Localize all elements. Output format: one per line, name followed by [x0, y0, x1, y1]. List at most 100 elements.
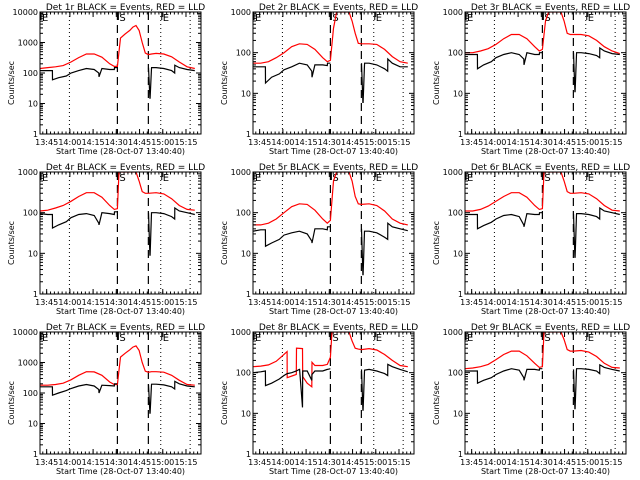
plot-frame [39, 11, 202, 135]
x-tick-label: 14:30 [530, 298, 553, 307]
x-tick-label: 14:30 [530, 138, 553, 147]
x-tick-label: 14:15 [507, 298, 530, 307]
x-tick-label: 14:15 [295, 138, 318, 147]
series-line-events [465, 46, 620, 93]
interval-marker-label: E [376, 173, 382, 184]
x-tick-label: 15:15 [599, 298, 622, 307]
x-tick-label: 14:30 [530, 458, 553, 467]
x-tick-label: 13:45 [35, 298, 58, 307]
panel-title: Det 2r BLACK = Events, RED = LLD [259, 3, 418, 13]
y-tick-label: 10 [453, 89, 463, 98]
interval-marker-label: E [588, 13, 594, 24]
x-tick-label: 15:00 [576, 458, 599, 467]
plot-frame [464, 331, 627, 455]
x-axis-label: Start Time (28-Oct-07 13:40:40) [56, 147, 185, 156]
x-tick-label: 14:30 [318, 138, 341, 147]
x-tick-label: 15:15 [387, 458, 410, 467]
panel-title: Det 8r BLACK = Events, RED = LLD [259, 323, 418, 333]
x-tick-label: 15:15 [174, 458, 197, 467]
y-axis-label: Counts/sec [220, 221, 229, 265]
y-axis-label: Counts/sec [220, 61, 229, 105]
series-line-lld [253, 332, 408, 389]
y-tick-label: 10000 [13, 328, 38, 337]
y-axis-label: Counts/sec [7, 61, 16, 105]
interval-marker-label: S [119, 333, 125, 344]
x-axis-label: Start Time (28-Oct-07 13:40:40) [56, 467, 185, 476]
x-tick-label: 13:45 [35, 138, 58, 147]
interval-marker-label: E [467, 333, 473, 344]
x-tick-label: 14:00 [483, 458, 506, 467]
series-line-events [253, 57, 408, 103]
x-axis-label: Start Time (28-Oct-07 13:40:40) [481, 147, 610, 156]
x-tick-label: 14:15 [507, 458, 530, 467]
y-axis-label: Counts/sec [7, 221, 16, 265]
x-tick-label: 15:00 [151, 298, 174, 307]
x-tick-label: 15:00 [364, 458, 387, 467]
interval-marker-label: S [332, 333, 338, 344]
series-line-events [253, 221, 408, 276]
interval-marker-label: E [588, 173, 594, 184]
y-tick-label: 10 [241, 409, 251, 418]
plot-frame [39, 171, 202, 295]
x-tick-label: 14:15 [295, 458, 318, 467]
panel-title: Det 6r BLACK = Events, RED = LLD [471, 163, 630, 173]
x-tick-label: 15:15 [599, 458, 622, 467]
y-tick-label: 10 [28, 249, 38, 258]
x-tick-label: 14:45 [128, 138, 151, 147]
y-tick-label: 1000 [231, 8, 251, 17]
x-tick-label: 15:00 [364, 298, 387, 307]
y-tick-label: 10000 [13, 8, 38, 17]
x-tick-label: 14:00 [271, 298, 294, 307]
x-tick-label: 14:15 [507, 138, 530, 147]
interval-marker-label: E [163, 13, 169, 24]
x-axis-label: Start Time (28-Oct-07 13:40:40) [481, 307, 610, 316]
interval-marker-label: E [42, 173, 48, 184]
y-tick-label: 1000 [443, 8, 463, 17]
series-line-lld [253, 172, 408, 226]
series-line-events [253, 363, 408, 411]
y-tick-label: 1 [458, 450, 463, 459]
series-line-events [465, 206, 620, 258]
series-line-lld [40, 24, 195, 70]
y-tick-label: 100 [236, 369, 251, 378]
x-tick-label: 14:45 [341, 298, 364, 307]
interval-marker-label: S [544, 13, 550, 24]
series-line-lld [253, 12, 408, 64]
x-tick-label: 15:15 [599, 138, 622, 147]
x-tick-label: 15:15 [174, 138, 197, 147]
interval-marker-label: E [255, 333, 261, 344]
x-axis-label: Start Time (28-Oct-07 13:40:40) [269, 467, 398, 476]
y-tick-label: 100 [23, 389, 38, 398]
y-tick-label: 1000 [231, 168, 251, 177]
y-tick-label: 100 [448, 209, 463, 218]
interval-marker-label: S [119, 13, 125, 24]
x-tick-label: 14:45 [553, 458, 576, 467]
y-tick-label: 10 [241, 249, 251, 258]
x-tick-label: 14:45 [553, 138, 576, 147]
y-tick-label: 10 [453, 249, 463, 258]
interval-marker-label: E [163, 173, 169, 184]
x-tick-label: 14:30 [318, 298, 341, 307]
series-line-lld [465, 172, 620, 212]
x-tick-label: 15:00 [364, 138, 387, 147]
x-tick-label: 14:30 [105, 138, 128, 147]
interval-marker-label: E [42, 333, 48, 344]
x-tick-label: 14:30 [105, 298, 128, 307]
plot-frame [464, 11, 627, 135]
x-tick-label: 14:00 [58, 298, 81, 307]
y-axis-label: Counts/sec [432, 381, 441, 425]
series-line-events [40, 64, 195, 99]
x-axis-label: Start Time (28-Oct-07 13:40:40) [269, 147, 398, 156]
x-tick-label: 14:00 [271, 138, 294, 147]
y-tick-label: 1000 [443, 328, 463, 337]
interval-marker-label: S [332, 173, 338, 184]
x-tick-label: 14:45 [128, 298, 151, 307]
panel-title: Det 4r BLACK = Events, RED = LLD [46, 163, 205, 173]
plot-frame [39, 331, 202, 455]
interval-marker-label: E [588, 333, 594, 344]
x-tick-label: 13:45 [248, 458, 271, 467]
panel-title: Det 9r BLACK = Events, RED = LLD [471, 323, 630, 333]
